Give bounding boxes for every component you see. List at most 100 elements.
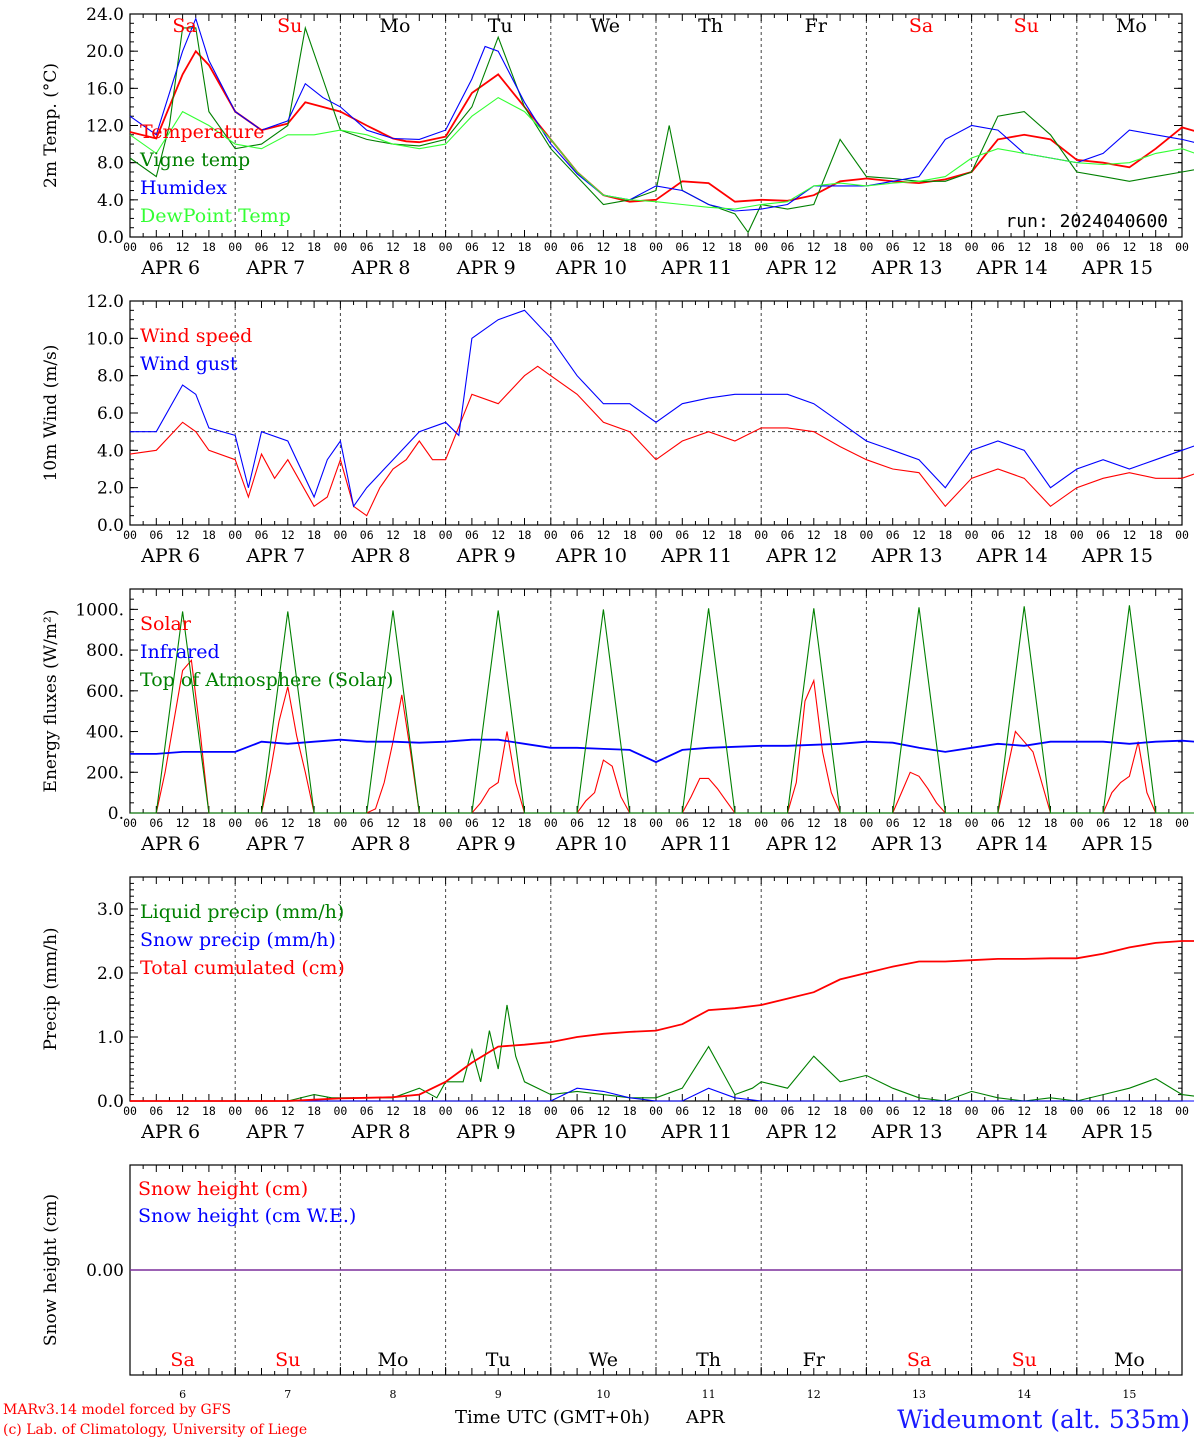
hour-tick-label: 12 [807,816,821,830]
hour-tick-label: 00 [544,528,558,542]
hour-tick-label: 06 [255,240,269,254]
hour-tick-label: 06 [781,816,795,830]
hour-tick-label: 18 [938,1104,952,1118]
date-label: APR 10 [555,257,627,279]
hour-tick-label: 06 [570,240,584,254]
date-label: APR 8 [351,833,411,855]
hour-tick-label: 00 [1175,240,1189,254]
hour-tick-label: 18 [833,1104,847,1118]
series-line-vigne-temp [129,25,1194,234]
date-label: APR 11 [660,257,732,279]
hour-tick-label: 12 [912,240,926,254]
day-number-label: 7 [284,1388,291,1401]
hour-tick-label: 18 [1149,816,1163,830]
hour-tick-label: 06 [1096,816,1110,830]
date-label: APR 13 [870,545,942,567]
hour-tick-label: 00 [439,528,453,542]
hour-tick-label: 12 [386,1104,400,1118]
plot-frame [129,300,1183,526]
lab-credit: (c) Lab. of Climatology, University of L… [3,1422,307,1438]
hour-tick-label: 00 [649,1104,663,1118]
y-tick-label: 400. [86,723,124,743]
y-tick-label: 800. [86,641,124,661]
hour-tick-label: 18 [518,528,532,542]
day-of-week-label: Fr [805,15,828,37]
hour-tick-label: 18 [1149,240,1163,254]
date-label: APR 10 [555,833,627,855]
hour-tick-label: 12 [1122,528,1136,542]
date-label: APR 12 [765,545,837,567]
hour-tick-label: 06 [1096,240,1110,254]
hour-tick-label: 00 [1175,816,1189,830]
hour-tick-label: 12 [1122,1104,1136,1118]
y-axis-label: 10m Wind (m/s) [41,345,61,482]
hour-tick-label: 18 [623,528,637,542]
day-of-week-label: Su [1014,15,1039,37]
y-tick-label: 12.0 [86,117,124,137]
hour-tick-label: 18 [518,240,532,254]
hour-tick-label: 12 [1017,240,1031,254]
hour-tick-label: 18 [1044,1104,1058,1118]
hour-tick-label: 06 [149,528,163,542]
series-line-wind-speed [129,365,1194,517]
y-tick-label: 1.0 [97,1028,124,1048]
day-of-week-label: Th [698,15,723,37]
hour-tick-label: 06 [675,1104,689,1118]
hour-tick-label: 06 [886,816,900,830]
hour-tick-label: 18 [1044,240,1058,254]
day-number-label: 8 [390,1388,397,1401]
hour-tick-label: 00 [859,1104,873,1118]
day-of-week-label: Mo [1114,1349,1145,1371]
hour-tick-label: 18 [1149,528,1163,542]
legend-entry: Snow precip (mm/h) [140,929,336,951]
hour-tick-label: 12 [386,240,400,254]
hour-tick-label: 06 [991,1104,1005,1118]
hour-tick-label: 00 [123,240,137,254]
day-number-label: 11 [702,1388,716,1401]
y-axis-label: Snow height (cm) [41,1194,61,1346]
hour-tick-label: 18 [412,240,426,254]
series-line-top-of-atmosphere-solar- [130,605,1194,814]
hour-tick-label: 00 [123,816,137,830]
hour-tick-label: 18 [728,528,742,542]
date-label: APR 7 [245,833,305,855]
panel-1: 0.0 4.0 8.0 12.0 16.0 20.0 24.0 2m Temp. (°C) Te… [41,5,1194,279]
hour-tick-label: 06 [149,816,163,830]
date-label: APR 15 [1081,257,1153,279]
hour-tick-label: 00 [1070,240,1084,254]
legend-entry: Snow height (cm) [138,1178,308,1200]
legend-entry: Snow height (cm W.E.) [138,1205,356,1227]
y-tick-label: 600. [86,682,124,702]
date-label: APR 15 [1081,833,1153,855]
hour-tick-label: 12 [176,240,190,254]
legend-entry: Solar [140,613,192,635]
hour-tick-label: 12 [807,528,821,542]
series-line-liquid-precip-mm-h- [130,1004,1194,1102]
date-label: APR 8 [351,545,411,567]
legend-entry: Vigne temp [139,149,250,171]
date-label: APR 14 [976,257,1048,279]
day-number-label: 6 [179,1388,186,1401]
legend-entry: Wind gust [140,353,238,375]
date-label: APR 14 [976,833,1048,855]
x-axis-title: Time UTC (GMT+0h) [455,1407,650,1428]
hour-tick-label: 12 [1122,816,1136,830]
date-label: APR 13 [870,833,942,855]
hour-tick-label: 00 [544,1104,558,1118]
hour-tick-label: 00 [859,240,873,254]
hour-tick-label: 12 [596,1104,610,1118]
legend-entry: Top of Atmosphere (Solar) [140,669,393,691]
y-tick-label: 2.0 [97,479,124,499]
hour-tick-label: 00 [965,528,979,542]
hour-tick-label: 06 [255,528,269,542]
hour-tick-label: 18 [833,528,847,542]
day-of-week-label: Mo [378,1349,409,1371]
hour-tick-label: 18 [728,240,742,254]
day-of-week-label: We [589,1349,618,1371]
hour-tick-label: 12 [912,1104,926,1118]
y-axis-label: Energy fluxes (W/m²) [41,610,61,793]
hour-tick-label: 00 [439,1104,453,1118]
hour-tick-label: 06 [781,240,795,254]
y-tick-label: 12.0 [86,292,124,312]
hour-tick-label: 00 [228,1104,242,1118]
